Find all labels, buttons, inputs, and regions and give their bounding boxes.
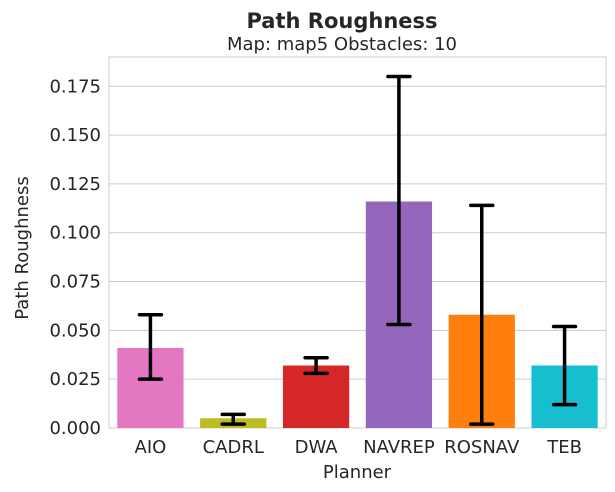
chart-subtitle: Map: map5 Obstacles: 10 [227,34,457,55]
x-axis-label: Planner [323,462,392,483]
x-tick-label: DWA [295,437,339,458]
y-tick-label: 0.150 [49,125,101,146]
x-tick-label: CADRL [203,437,264,458]
x-tick-label: NAVREP [363,437,435,458]
y-tick-label: 0.050 [49,320,101,341]
x-tick-label: TEB [546,437,582,458]
bar [282,365,350,428]
x-tick-label: AIO [135,437,167,458]
y-axis-label: Path Roughness [12,176,33,319]
chart-title: Path Roughness [246,9,437,33]
y-tick-label: 0.000 [49,418,101,439]
y-tick-label: 0.125 [49,174,101,195]
plot-frame [108,56,607,429]
y-tick-label: 0.075 [49,272,101,293]
y-tick-label: 0.175 [49,76,101,97]
plot-area: 0.000 0.025 0.050 0.075 0.100 0.125 0.150 0.175… [49,56,607,458]
y-tick-label: 0.100 [49,223,101,244]
y-tick-label: 0.025 [49,369,101,390]
x-tick-label: ROSNAV [444,437,520,458]
